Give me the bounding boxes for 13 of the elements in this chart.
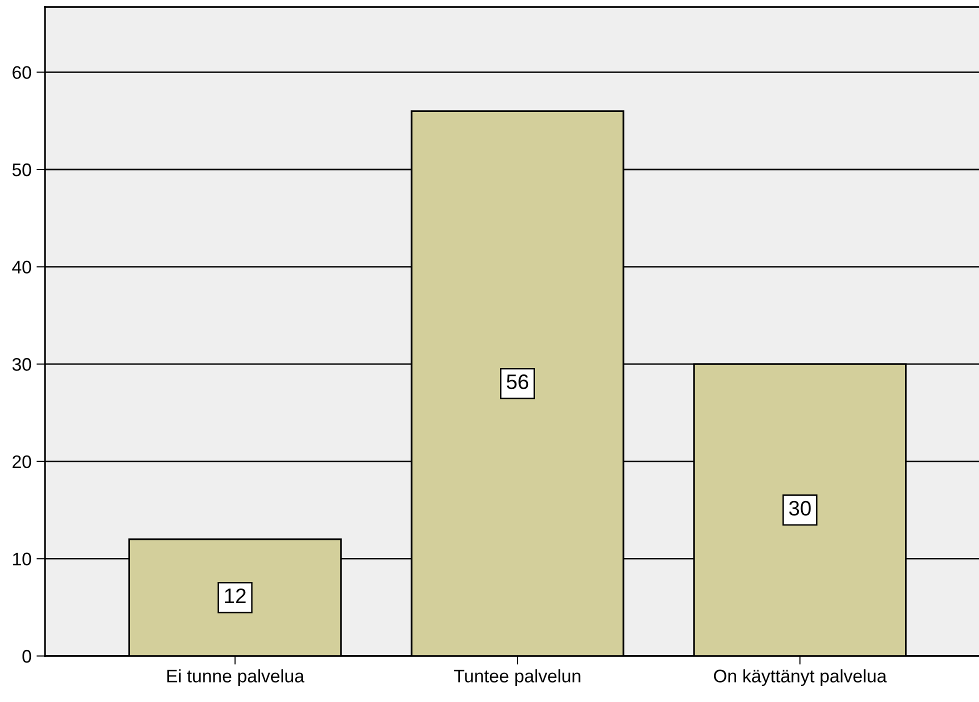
- data-label: 12: [225, 588, 246, 604]
- y-tick-label: 50: [12, 163, 32, 176]
- y-tick-label: 60: [12, 66, 32, 79]
- x-tick-label: Ei tunne palvelua: [167, 669, 304, 686]
- y-tick-label: 40: [12, 260, 32, 274]
- x-tick-label: On käyttänyt palvelua: [714, 669, 887, 686]
- y-tick-label: 20: [12, 455, 32, 468]
- x-tick-label: Tuntee palvelun: [454, 669, 580, 686]
- y-tick-label: 30: [12, 358, 32, 371]
- data-label: 30: [789, 500, 811, 516]
- y-tick-label: 10: [13, 552, 32, 566]
- data-label: 56: [506, 374, 528, 390]
- y-tick-label: 0: [22, 650, 32, 663]
